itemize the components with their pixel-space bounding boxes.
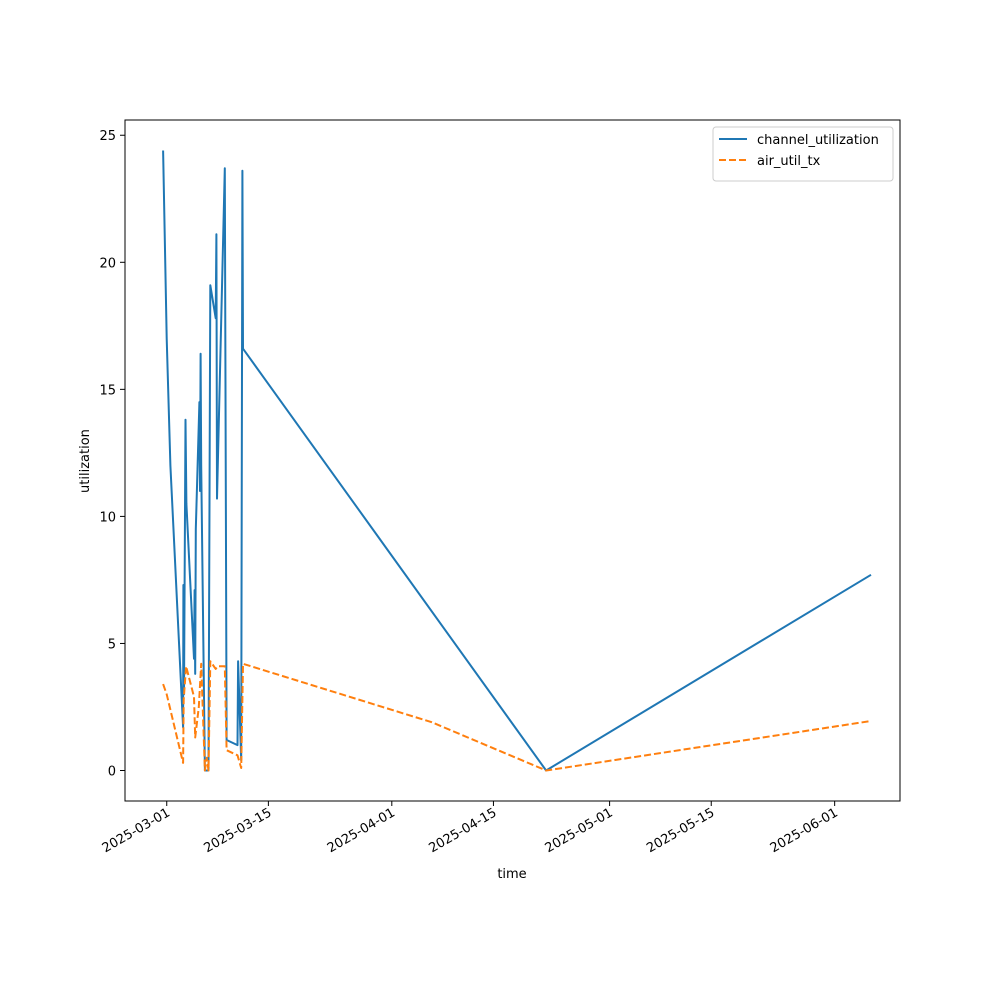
y-tick-label: 5 bbox=[108, 637, 116, 652]
plot-frame bbox=[124, 119, 901, 802]
y-axis-title: utilization bbox=[78, 429, 93, 493]
series-layer bbox=[162, 150, 872, 772]
x-axis-title: time bbox=[497, 867, 526, 882]
y-tick-label: 25 bbox=[99, 129, 116, 144]
y-tick-label: 10 bbox=[99, 510, 116, 525]
y-axis: 0 5 10 15 20 25 bbox=[99, 129, 125, 780]
legend-label-2: air_util_tx bbox=[757, 154, 821, 169]
y-tick-label: 15 bbox=[99, 383, 116, 398]
legend-box bbox=[712, 126, 894, 182]
y-tick-label: 20 bbox=[99, 256, 116, 271]
series-line-1 bbox=[162, 150, 872, 772]
series-line-2 bbox=[162, 660, 872, 772]
y-tick-label: 0 bbox=[108, 765, 116, 780]
legend: channel_utilization air_util_tx bbox=[712, 126, 894, 182]
legend-label-1: channel_utilization bbox=[757, 133, 879, 148]
